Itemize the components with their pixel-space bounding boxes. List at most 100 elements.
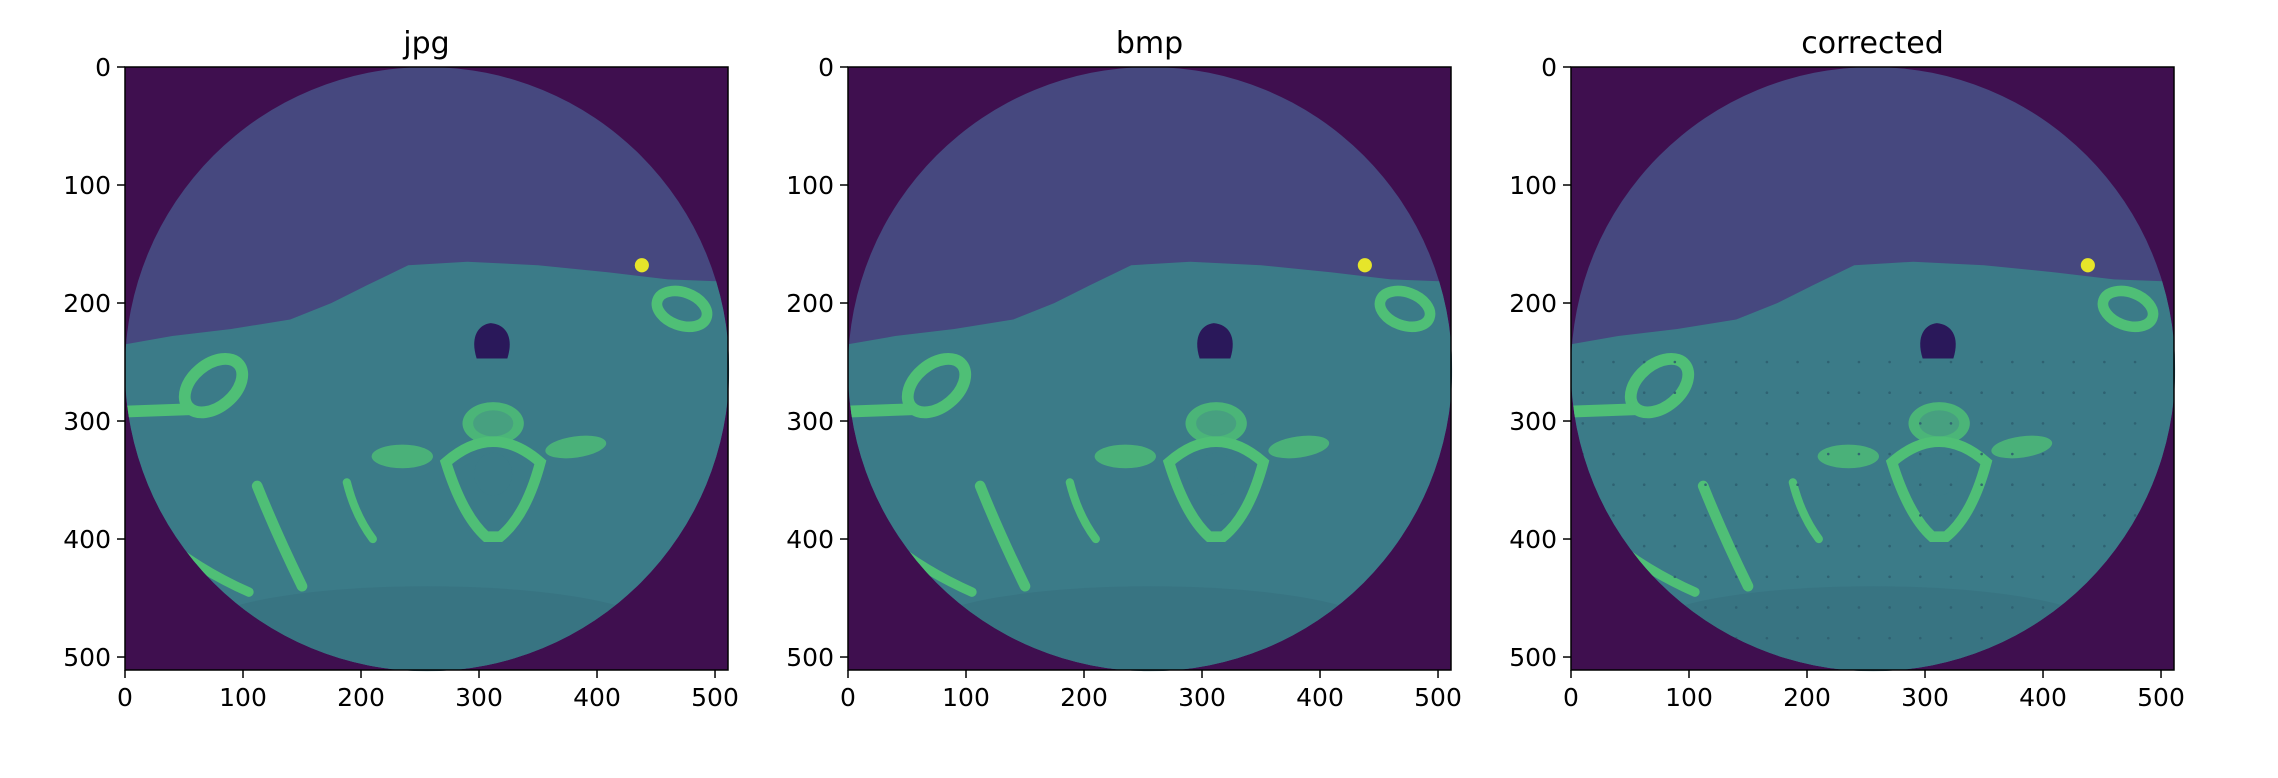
artifact-dot	[1642, 422, 1646, 425]
artifact-dot	[1796, 514, 1799, 517]
artifact-dot	[1796, 391, 1799, 394]
rib-left-2	[1065, 478, 1100, 544]
artifact-dot	[1612, 391, 1615, 394]
artifact-dot	[2103, 452, 2106, 456]
x-tick-label: 0	[840, 683, 856, 712]
artifact-dot	[1765, 575, 1769, 579]
artifact-dot	[1734, 391, 1738, 394]
y-tick-label: 100	[786, 171, 834, 200]
artifact-dot	[1857, 606, 1861, 609]
transverse-process-right	[1991, 435, 2053, 459]
artifact-dot	[1949, 575, 1953, 579]
artifact-dot	[1826, 636, 1830, 640]
x-tick-label: 200	[1060, 683, 1108, 712]
y-tick-label: 0	[1541, 53, 1557, 82]
artifact-dot	[1704, 360, 1707, 364]
artifact-dot	[2103, 544, 2106, 548]
vertebral-body-center	[473, 410, 514, 437]
artifact-dot	[1949, 422, 1953, 425]
artifact-dot	[1765, 360, 1769, 364]
x-tick-label: 100	[219, 683, 267, 712]
x-tick-label: 100	[1665, 683, 1713, 712]
artifact-dot	[2011, 422, 2014, 425]
artifact-dot	[1612, 514, 1615, 517]
artifact-dot	[1949, 636, 1953, 640]
artifact-dot	[1980, 636, 1983, 640]
vertebral-arch	[439, 436, 547, 542]
artifact-dot	[1918, 391, 1922, 394]
artifact-dot	[2041, 483, 2045, 487]
artifact-dot	[1765, 391, 1769, 394]
artifact-dot	[1980, 391, 1983, 394]
artifact-dot	[1857, 544, 1861, 548]
artifact-dot	[1918, 514, 1922, 517]
artifact-dot	[1704, 422, 1707, 425]
artifact-dot	[1704, 391, 1707, 394]
x-tick-label: 400	[2019, 683, 2067, 712]
artifact-dot	[1826, 575, 1830, 579]
artifact-dot	[2072, 544, 2075, 548]
bright-spot	[1357, 258, 1372, 273]
y-tick-label: 400	[786, 525, 834, 554]
artifact-dot	[1826, 514, 1830, 517]
artifact-dot	[1765, 544, 1769, 548]
artifact-dot	[1642, 452, 1646, 456]
artifact-dot	[2072, 575, 2075, 579]
spinal-canal	[474, 452, 513, 496]
artifact-dot	[2041, 360, 2045, 364]
ct-image	[847, 67, 1453, 672]
artifact-dot	[1673, 544, 1677, 548]
artifact-dot	[1888, 483, 1891, 487]
x-tick-label: 0	[1563, 683, 1579, 712]
artifact-dot	[1704, 514, 1707, 517]
artifact-dot	[1918, 575, 1922, 579]
artifact-dot	[1918, 544, 1922, 548]
artifact-dot	[1888, 452, 1891, 456]
artifact-dot	[1642, 391, 1646, 394]
artifact-dot	[1857, 452, 1861, 456]
axes-frame	[1570, 66, 2175, 671]
spinal-canal	[1920, 452, 1959, 496]
rib-left-2	[1788, 478, 1823, 544]
artifact-dot	[1581, 422, 1585, 425]
artifact-dot	[1734, 606, 1738, 609]
transverse-process-left	[1094, 444, 1156, 469]
panel-title: corrected	[1801, 26, 1944, 61]
artifact-dot	[1612, 360, 1615, 364]
clavicle-shaft-left	[125, 403, 196, 418]
artifact-dot	[1980, 575, 1983, 579]
artifact-dot	[1765, 636, 1769, 640]
artifact-dot	[2072, 360, 2075, 364]
rib-left	[251, 480, 308, 592]
transverse-process-right	[545, 435, 607, 459]
artifact-dot	[1673, 422, 1677, 425]
vertebral-body-center	[1919, 410, 1960, 437]
axes-frame	[124, 66, 729, 671]
x-tick-label: 500	[2137, 683, 2185, 712]
y-tick-label: 500	[786, 643, 834, 672]
bright-spot	[634, 258, 649, 273]
artifact-dot	[1765, 452, 1769, 456]
artifact-dot	[2041, 606, 2045, 609]
y-tick-label: 0	[818, 53, 834, 82]
clavicle-ring-right	[651, 285, 713, 333]
artifact-dot	[2011, 452, 2014, 456]
y-tick-label: 200	[786, 289, 834, 318]
vertebral-body-center	[1196, 410, 1237, 437]
artifact-dot	[2133, 483, 2137, 487]
artifact-dot	[1857, 391, 1861, 394]
artifact-dot	[1612, 422, 1615, 425]
artifact-dot	[2072, 514, 2075, 517]
artifact-dot	[1857, 636, 1861, 640]
y-tick-label: 500	[1509, 643, 1557, 672]
rib-left-2	[342, 478, 377, 544]
artifact-dot	[2011, 606, 2014, 609]
x-tick-label: 100	[942, 683, 990, 712]
y-tick-label: 300	[63, 407, 111, 436]
artifact-dot	[1918, 636, 1922, 640]
artifact-dot	[2072, 391, 2075, 394]
artifact-dot	[2011, 514, 2014, 517]
